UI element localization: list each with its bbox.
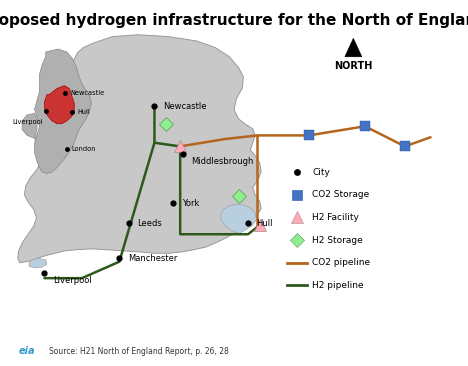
Text: eia: eia <box>19 346 36 356</box>
Polygon shape <box>345 38 362 57</box>
Polygon shape <box>18 35 261 263</box>
Text: Middlesbrough: Middlesbrough <box>191 157 253 167</box>
Text: Manchester: Manchester <box>128 254 177 262</box>
Text: NORTH: NORTH <box>334 61 373 71</box>
Text: Newcastle: Newcastle <box>163 102 206 111</box>
Text: H2 Storage: H2 Storage <box>312 236 363 244</box>
Text: CO2 Storage: CO2 Storage <box>312 190 369 199</box>
Text: Liverpool: Liverpool <box>53 276 92 285</box>
Polygon shape <box>29 258 47 268</box>
Text: CO2 pipeline: CO2 pipeline <box>312 258 370 267</box>
Text: H2 Facility: H2 Facility <box>312 213 359 222</box>
Text: Proposed hydrogen infrastructure for the North of England: Proposed hydrogen infrastructure for the… <box>0 13 468 28</box>
Text: York: York <box>182 199 199 208</box>
Text: Hull: Hull <box>256 219 273 228</box>
Text: Source: H21 North of England Report, p. 26, 28: Source: H21 North of England Report, p. … <box>49 347 229 356</box>
Text: H2 pipeline: H2 pipeline <box>312 281 364 290</box>
Text: City: City <box>312 168 330 176</box>
Polygon shape <box>221 204 256 234</box>
Text: Leeds: Leeds <box>137 219 162 228</box>
